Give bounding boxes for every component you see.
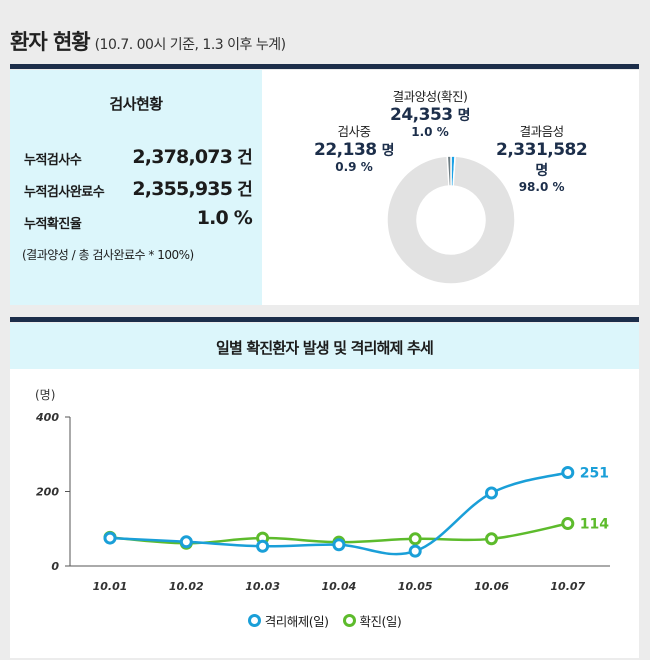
page-subtitle: (10.7. 00시 기준, 1.3 이후 누계) xyxy=(94,37,287,53)
data-point-confirmed xyxy=(485,532,498,546)
negative-count-unit: 명 xyxy=(535,163,548,179)
legend-item-release[interactable]: 격리해제(일) xyxy=(247,611,329,630)
end-label-confirmed: 114 xyxy=(580,517,609,533)
negative-label: 결과음성 2,331,582 명 98.0 % xyxy=(496,121,588,194)
test-status-panel: 검사현황 누적검사수 2,378,073 건 누적검사완료수 2,355,935 건… xyxy=(10,70,639,305)
legend-confirmed-label: 확진(일) xyxy=(359,614,402,629)
pending-label: 검사중 22,138 명 0.9 % xyxy=(314,121,395,174)
completed-tests-number: 2,355,935 xyxy=(132,178,233,200)
y-axis-label: (명) xyxy=(35,388,55,402)
x-tick-label: 10.05 xyxy=(398,580,433,593)
trend-chart-header: 일별 확진환자 발생 및 격리해제 추세 xyxy=(10,323,639,369)
y-tick-label: 400 xyxy=(35,411,59,424)
x-tick-label: 10.07 xyxy=(550,580,585,593)
section-divider xyxy=(10,317,639,322)
completed-tests-label: 누적검사완료수 xyxy=(24,185,105,200)
test-summary-box: 검사현황 누적검사수 2,378,073 건 누적검사완료수 2,355,935 건… xyxy=(10,70,262,305)
positive-count: 24,353 명 xyxy=(390,105,471,125)
data-point-confirmed xyxy=(408,532,422,546)
pending-name: 검사중 xyxy=(337,124,371,139)
chart-legend: 격리해제(일) 확진(일) xyxy=(10,611,639,630)
positive-rate-value: 1.0 % xyxy=(196,207,253,229)
data-point-confirmed xyxy=(561,517,575,531)
positive-rate-number: 1.0 % xyxy=(196,207,253,229)
completed-tests-value: 2,355,935 건 xyxy=(132,175,252,200)
negative-pct: 98.0 % xyxy=(518,180,565,194)
test-summary-title: 검사현황 xyxy=(109,95,163,113)
positive-rate-label: 누적확진율 xyxy=(24,217,82,232)
page-header: 환자 현황 (10.7. 00시 기준, 1.3 이후 누계) xyxy=(10,26,286,56)
positive-pct: 1.0 % xyxy=(411,125,449,139)
x-tick-label: 10.06 xyxy=(474,580,509,593)
pending-count-number: 22,138 xyxy=(314,140,377,160)
test-result-donut-chart xyxy=(386,155,516,285)
total-tests-number: 2,378,073 xyxy=(132,146,233,168)
data-point-release xyxy=(485,486,498,500)
data-point-release xyxy=(179,535,193,549)
x-tick-label: 10.02 xyxy=(169,580,204,593)
trend-line-chart: (명) 0 200 400 10.01 10.02 10.03 10.04 10.05 10.06… xyxy=(35,388,610,593)
positive-rate-note: (결과양성 / 총 검사완료수 * 100%) xyxy=(22,248,194,262)
legend-release-marker xyxy=(247,614,261,627)
trend-chart-title: 일별 확진환자 발생 및 격리해제 추세 xyxy=(215,339,434,357)
data-point-release xyxy=(256,539,270,553)
y-tick-label: 200 xyxy=(36,486,59,499)
pending-count-unit: 명 xyxy=(381,143,395,159)
pending-count: 22,138 명 xyxy=(314,140,395,160)
completed-tests-unit: 건 xyxy=(237,180,253,200)
donut-slice-pending xyxy=(446,155,452,187)
positive-label: 결과양성(확진) 24,353 명 1.0 % xyxy=(390,86,471,139)
donut-slice-negative xyxy=(386,155,516,285)
negative-name: 결과음성 xyxy=(519,124,565,139)
x-tick-label: 10.01 xyxy=(93,580,128,593)
negative-count: 2,331,582 xyxy=(496,140,588,160)
positive-count-unit: 명 xyxy=(457,108,471,124)
data-point-release xyxy=(103,531,117,545)
x-tick-label: 10.04 xyxy=(322,580,357,593)
legend-release-label: 격리해제(일) xyxy=(264,614,329,629)
total-tests-label: 누적검사수 xyxy=(24,153,82,168)
legend-item-confirmed[interactable]: 확진(일) xyxy=(342,611,402,630)
data-point-release xyxy=(332,538,346,552)
positive-count-number: 24,353 xyxy=(390,105,453,125)
end-label-release: 251 xyxy=(580,466,609,482)
trend-chart-panel: 일별 확진환자 발생 및 격리해제 추세 (명) 0 200 400 10.01 10.0… xyxy=(10,323,639,658)
data-point-release xyxy=(408,544,422,558)
legend-confirmed-marker xyxy=(342,614,356,627)
total-tests-unit: 건 xyxy=(237,148,253,168)
x-tick-label: 10.03 xyxy=(245,580,280,593)
positive-name: 결과양성(확진) xyxy=(392,89,468,104)
total-tests-value: 2,378,073 건 xyxy=(132,143,252,168)
page-title: 환자 현황 xyxy=(10,30,91,54)
header-divider xyxy=(10,64,639,69)
y-tick-label: 0 xyxy=(51,560,59,573)
data-point-release xyxy=(561,466,575,480)
pending-pct: 0.9 % xyxy=(335,160,373,174)
